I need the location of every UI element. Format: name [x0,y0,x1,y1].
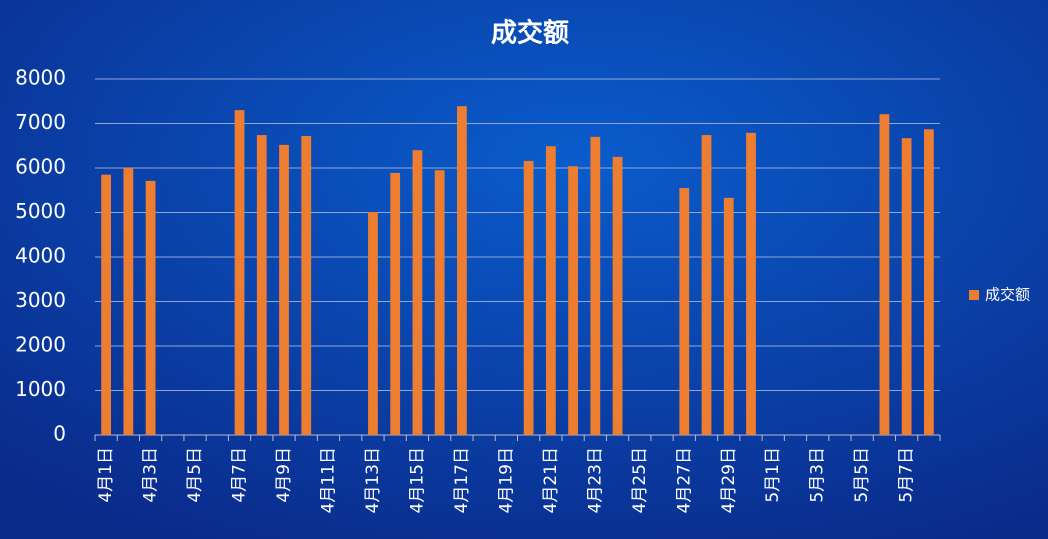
bar [234,110,245,436]
bar [612,156,623,435]
y-tick-label: 8000 [15,66,66,90]
y-tick-label: 0 [53,422,66,446]
x-tick-label: 4月7日 [230,447,250,503]
bar [123,168,134,435]
bar [568,166,578,435]
bar [301,135,312,435]
x-tick-label: 4月21日 [541,447,561,513]
x-tick-label: 4月17日 [452,447,472,513]
y-tick-label: 2000 [15,333,66,357]
x-tick-label: 4月13日 [363,447,383,513]
bar [590,136,601,435]
bar [368,212,378,435]
y-tick-label: 7000 [15,110,66,134]
bar [390,172,401,435]
legend-label: 成交额 [985,286,1030,304]
x-tick-label: 4月5日 [185,447,205,503]
bar [679,188,690,435]
x-tick-label: 4月19日 [496,447,516,513]
y-tick-label: 6000 [15,155,66,179]
x-tick-label: 4月9日 [274,447,294,503]
bar [412,150,423,435]
bar [523,160,534,435]
y-tick-label: 5000 [15,199,66,223]
x-tick-label: 4月1日 [96,447,116,503]
x-tick-label: 4月15日 [407,447,427,513]
chart-title: 成交额 [491,18,569,49]
y-tick-label: 4000 [15,244,66,268]
y-tick-label: 1000 [15,377,66,401]
bar [457,106,467,436]
bar [434,170,445,435]
bar [545,146,556,435]
bar [879,114,890,435]
legend-swatch [969,290,979,300]
x-tick-label: 5月5日 [852,447,872,503]
x-tick-label: 4月29日 [719,447,739,513]
x-tick-label: 5月7日 [897,447,917,503]
x-tick-label: 4月23日 [585,447,605,513]
bar [701,135,712,435]
x-tick-label: 4月25日 [630,447,650,513]
bar [256,135,267,435]
x-tick-label: 4月11日 [318,447,338,513]
x-tick-label: 5月1日 [763,447,783,503]
bar [101,174,112,436]
bar [746,132,756,435]
bar [279,144,289,436]
bar [901,138,912,435]
x-tick-label: 4月27日 [674,447,694,513]
y-tick-label: 3000 [15,288,66,312]
x-tick-label: 4月3日 [141,447,161,503]
bar [145,180,156,435]
x-tick-label: 5月3日 [808,447,828,503]
bar [723,197,734,435]
bar [923,129,934,435]
